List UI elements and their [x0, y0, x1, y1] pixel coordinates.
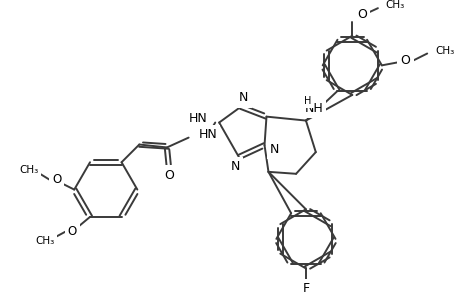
- Text: HN: HN: [188, 112, 207, 125]
- Text: F: F: [302, 282, 309, 295]
- Text: N: N: [230, 160, 239, 173]
- Text: H: H: [303, 96, 311, 106]
- Text: N: N: [239, 92, 248, 104]
- Text: CH₃: CH₃: [19, 165, 39, 175]
- Text: O: O: [52, 173, 61, 186]
- Text: NH: NH: [304, 102, 323, 115]
- Text: CH₃: CH₃: [35, 236, 54, 246]
- Text: O: O: [163, 169, 174, 182]
- Text: N: N: [269, 143, 279, 156]
- Text: CH₃: CH₃: [434, 46, 453, 56]
- Text: O: O: [357, 8, 366, 21]
- Text: HN: HN: [198, 128, 217, 141]
- Text: O: O: [400, 54, 409, 67]
- Text: CH₃: CH₃: [385, 0, 404, 10]
- Text: O: O: [67, 225, 77, 238]
